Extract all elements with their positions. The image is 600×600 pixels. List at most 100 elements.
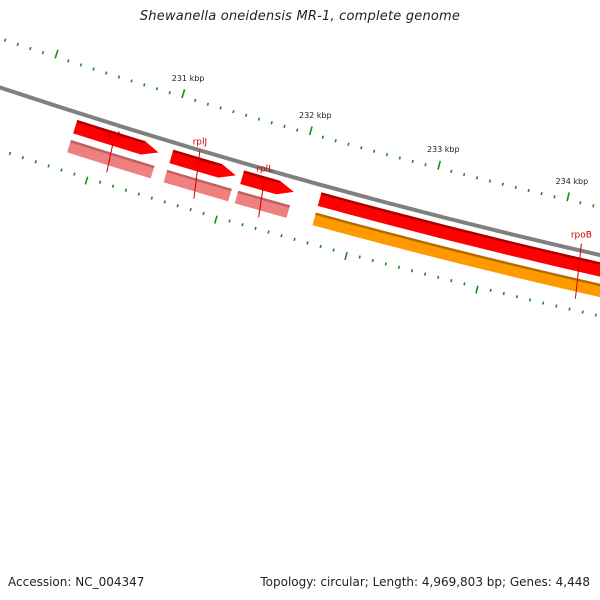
minor-tick-inner bbox=[41, 51, 45, 55]
gene-band-rplj bbox=[163, 169, 232, 202]
minor-tick-outer bbox=[47, 164, 50, 168]
minor-tick-inner bbox=[67, 59, 70, 63]
minor-tick-outer bbox=[241, 223, 244, 227]
minor-tick-inner bbox=[411, 159, 414, 164]
kbp-label: 234 kbp bbox=[556, 177, 589, 186]
minor-tick-outer bbox=[176, 204, 179, 208]
minor-tick-outer bbox=[228, 219, 231, 223]
minor-tick-outer bbox=[568, 307, 571, 311]
minor-tick-outer bbox=[293, 237, 296, 242]
gene-band-rpla-shade bbox=[70, 140, 155, 169]
gene-label-rplj: rplJ bbox=[193, 138, 208, 148]
cds-arrow-rpla bbox=[73, 120, 159, 155]
minor-tick-outer bbox=[319, 244, 322, 249]
cds-arrow-rpob-shade bbox=[320, 192, 600, 265]
minor-tick-inner bbox=[155, 87, 159, 91]
label-leader-rpob bbox=[574, 243, 582, 299]
minor-tick-outer bbox=[555, 304, 558, 308]
minor-tick-outer bbox=[60, 168, 63, 172]
gene-band-rplj-shade bbox=[166, 169, 232, 192]
minor-tick-inner bbox=[232, 110, 235, 114]
cds-arrow-rpla-shade bbox=[76, 120, 146, 144]
gene-band-rpla bbox=[67, 140, 155, 179]
minor-tick-inner bbox=[527, 188, 530, 193]
major-tick-inner bbox=[54, 49, 59, 59]
minor-tick-inner bbox=[488, 179, 492, 183]
minor-tick-inner bbox=[514, 185, 517, 190]
kbp-label: 231 kbp bbox=[172, 74, 205, 83]
minor-tick-outer bbox=[73, 172, 76, 176]
minor-tick-inner bbox=[270, 121, 273, 125]
minor-tick-outer bbox=[528, 298, 532, 302]
minor-tick-inner bbox=[193, 98, 197, 103]
major-tick-outer bbox=[213, 215, 218, 224]
label-leader-rpll bbox=[258, 177, 266, 218]
minor-tick-inner bbox=[257, 117, 261, 121]
gene-label-rpla: rplA bbox=[104, 131, 123, 141]
minor-tick-outer bbox=[163, 200, 166, 204]
minor-tick-inner bbox=[501, 182, 504, 186]
minor-tick-outer bbox=[463, 282, 466, 286]
minor-tick-inner bbox=[424, 163, 427, 167]
minor-tick-inner bbox=[463, 172, 466, 177]
cds-arrow-rpll bbox=[240, 170, 294, 195]
minor-tick-inner bbox=[130, 79, 133, 83]
minor-tick-inner bbox=[321, 135, 325, 139]
minor-tick-outer bbox=[581, 310, 584, 314]
map-title: Shewanella oneidensis MR-1, complete gen… bbox=[139, 9, 461, 24]
minor-tick-outer bbox=[34, 160, 37, 164]
label-leader-rplj bbox=[193, 150, 201, 199]
genome-backbone bbox=[0, 85, 600, 258]
gene-label-rpll: rplL bbox=[256, 164, 273, 174]
minor-tick-outer bbox=[150, 196, 153, 200]
minor-tick-outer bbox=[358, 255, 361, 259]
minor-tick-outer bbox=[8, 151, 12, 156]
minor-tick-inner bbox=[360, 146, 363, 150]
minor-tick-outer bbox=[98, 180, 102, 184]
minor-tick-outer bbox=[594, 313, 597, 317]
label-leader-rpla bbox=[106, 144, 114, 173]
gene-label-rpob: rpoB bbox=[571, 231, 592, 241]
minor-tick-outer bbox=[384, 262, 388, 266]
minor-tick-inner bbox=[244, 113, 248, 118]
minor-tick-outer bbox=[450, 279, 453, 283]
minor-tick-inner bbox=[450, 169, 453, 173]
minor-tick-outer bbox=[437, 275, 440, 280]
gene-band-rpob-shade bbox=[315, 212, 600, 287]
minor-tick-outer bbox=[306, 241, 309, 245]
cds-arrow-rpob bbox=[317, 192, 600, 277]
minor-tick-outer bbox=[515, 295, 519, 299]
minor-tick-inner bbox=[283, 124, 286, 129]
accession-label: Accession: NC_004347 bbox=[8, 575, 145, 589]
major-tick-outer bbox=[344, 251, 348, 261]
minor-tick-outer bbox=[423, 272, 427, 276]
minor-tick-inner bbox=[540, 192, 543, 196]
minor-tick-inner bbox=[219, 106, 222, 110]
genome-stats-label: Topology: circular; Length: 4,969,803 bp… bbox=[260, 575, 590, 589]
minor-tick-inner bbox=[143, 83, 146, 87]
minor-tick-outer bbox=[137, 192, 141, 196]
cds-arrow-rpll-shade bbox=[243, 170, 281, 184]
major-tick-outer bbox=[475, 285, 479, 294]
minor-tick-outer bbox=[280, 234, 283, 238]
minor-tick-inner bbox=[16, 42, 19, 47]
minor-tick-outer bbox=[542, 301, 545, 305]
minor-tick-outer bbox=[489, 288, 492, 293]
minor-tick-inner bbox=[398, 156, 401, 160]
cds-arrow-rplj bbox=[169, 149, 236, 178]
minor-tick-inner bbox=[372, 149, 376, 153]
minor-tick-inner bbox=[592, 204, 595, 208]
major-tick-inner bbox=[437, 160, 442, 170]
minor-tick-inner bbox=[553, 195, 556, 199]
minor-tick-inner bbox=[105, 71, 108, 75]
minor-tick-outer bbox=[410, 269, 414, 273]
minor-tick-inner bbox=[3, 38, 7, 42]
major-tick-outer bbox=[84, 176, 89, 185]
minor-tick-outer bbox=[21, 155, 25, 160]
minor-tick-outer bbox=[267, 230, 270, 234]
minor-tick-outer bbox=[502, 291, 505, 296]
minor-tick-inner bbox=[92, 67, 95, 71]
minor-tick-inner bbox=[334, 139, 337, 143]
